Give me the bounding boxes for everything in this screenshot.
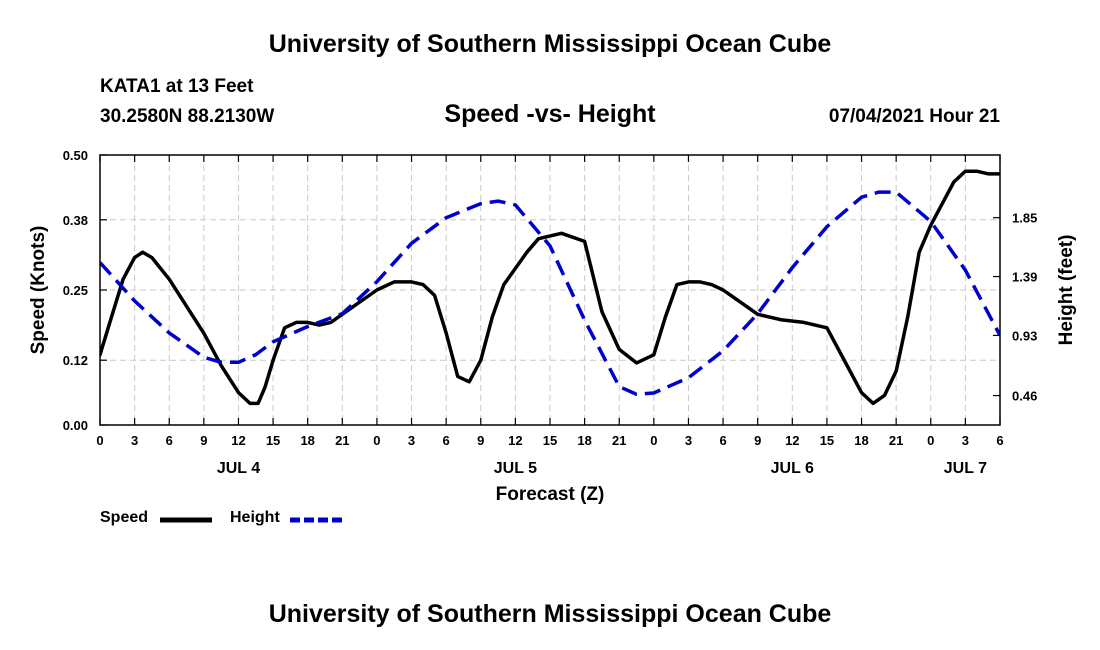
series-lines <box>100 169 1000 406</box>
x-day-label: JUL 4 <box>217 460 260 477</box>
legend-height-label: Height <box>230 509 280 526</box>
x-tick-label: 3 <box>962 433 969 448</box>
y2-tick-label: 1.39 <box>1012 270 1037 285</box>
legend-speed-label: Speed <box>100 509 149 526</box>
grid-lines <box>100 155 1000 425</box>
y-axis-label: Speed (Knots) <box>28 226 49 355</box>
y-tick-label: 0.50 <box>63 148 88 163</box>
x-tick-label: 3 <box>685 433 692 448</box>
y-tick-label: 0.00 <box>63 418 88 433</box>
x-tick-label: 18 <box>300 433 314 448</box>
x-tick-label: 15 <box>820 433 834 448</box>
x-tick-label: 0 <box>650 433 657 448</box>
x-tick-label: 0 <box>96 433 103 448</box>
x-tick-label: 6 <box>719 433 726 448</box>
x-tick-label: 15 <box>266 433 280 448</box>
chart-title: Speed -vs- Height <box>444 100 656 128</box>
x-day-label: JUL 7 <box>944 460 987 477</box>
series-line-height <box>100 190 1000 397</box>
x-tick-label: 3 <box>408 433 415 448</box>
y-tick-label: 0.38 <box>63 213 88 228</box>
y2-tick-label: 1.85 <box>1012 211 1037 226</box>
page-title-top: University of Southern Mississippi Ocean… <box>268 30 832 58</box>
series-line-speed <box>100 169 1000 406</box>
y-tick-label: 0.25 <box>63 283 88 298</box>
x-tick-label: 6 <box>166 433 173 448</box>
x-tick-label: 18 <box>577 433 591 448</box>
station-coordinates: 30.2580N 88.2130W <box>100 106 275 127</box>
y2-tick-label: 0.93 <box>1012 328 1037 343</box>
forecast-datetime: 07/04/2021 Hour 21 <box>828 106 1000 127</box>
x-axis-label: Forecast (Z) <box>496 484 605 505</box>
x-tick-label: 0 <box>927 433 934 448</box>
x-tick-label: 0 <box>373 433 380 448</box>
x-tick-label: 9 <box>477 433 484 448</box>
x-tick-label: 9 <box>754 433 761 448</box>
axes: 0 3 6 9 12 15 18 21 0 3 6 9 12 15 18 21 0 3 6 9 12 15 18 21 0 3 6J… <box>28 148 1077 505</box>
y-tick-label: 0.12 <box>63 353 88 368</box>
x-tick-label: 6 <box>443 433 450 448</box>
x-tick-label: 18 <box>854 433 868 448</box>
x-tick-label: 21 <box>612 433 626 448</box>
y2-tick-label: 0.46 <box>1012 389 1037 404</box>
y2-axis-label: Height (feet) <box>1056 235 1077 346</box>
x-tick-label: 12 <box>785 433 799 448</box>
x-day-label: JUL 5 <box>494 460 537 477</box>
x-tick-label: 21 <box>889 433 903 448</box>
x-tick-label: 21 <box>335 433 349 448</box>
station-name: KATA1 at 13 Feet <box>100 76 254 97</box>
x-tick-label: 12 <box>508 433 522 448</box>
x-day-label: JUL 6 <box>771 460 814 477</box>
x-tick-label: 9 <box>200 433 207 448</box>
x-tick-label: 12 <box>231 433 245 448</box>
page-title-bottom: University of Southern Mississippi Ocean… <box>268 600 832 628</box>
x-tick-label: 3 <box>131 433 138 448</box>
x-tick-label: 15 <box>543 433 557 448</box>
x-tick-label: 6 <box>996 433 1003 448</box>
